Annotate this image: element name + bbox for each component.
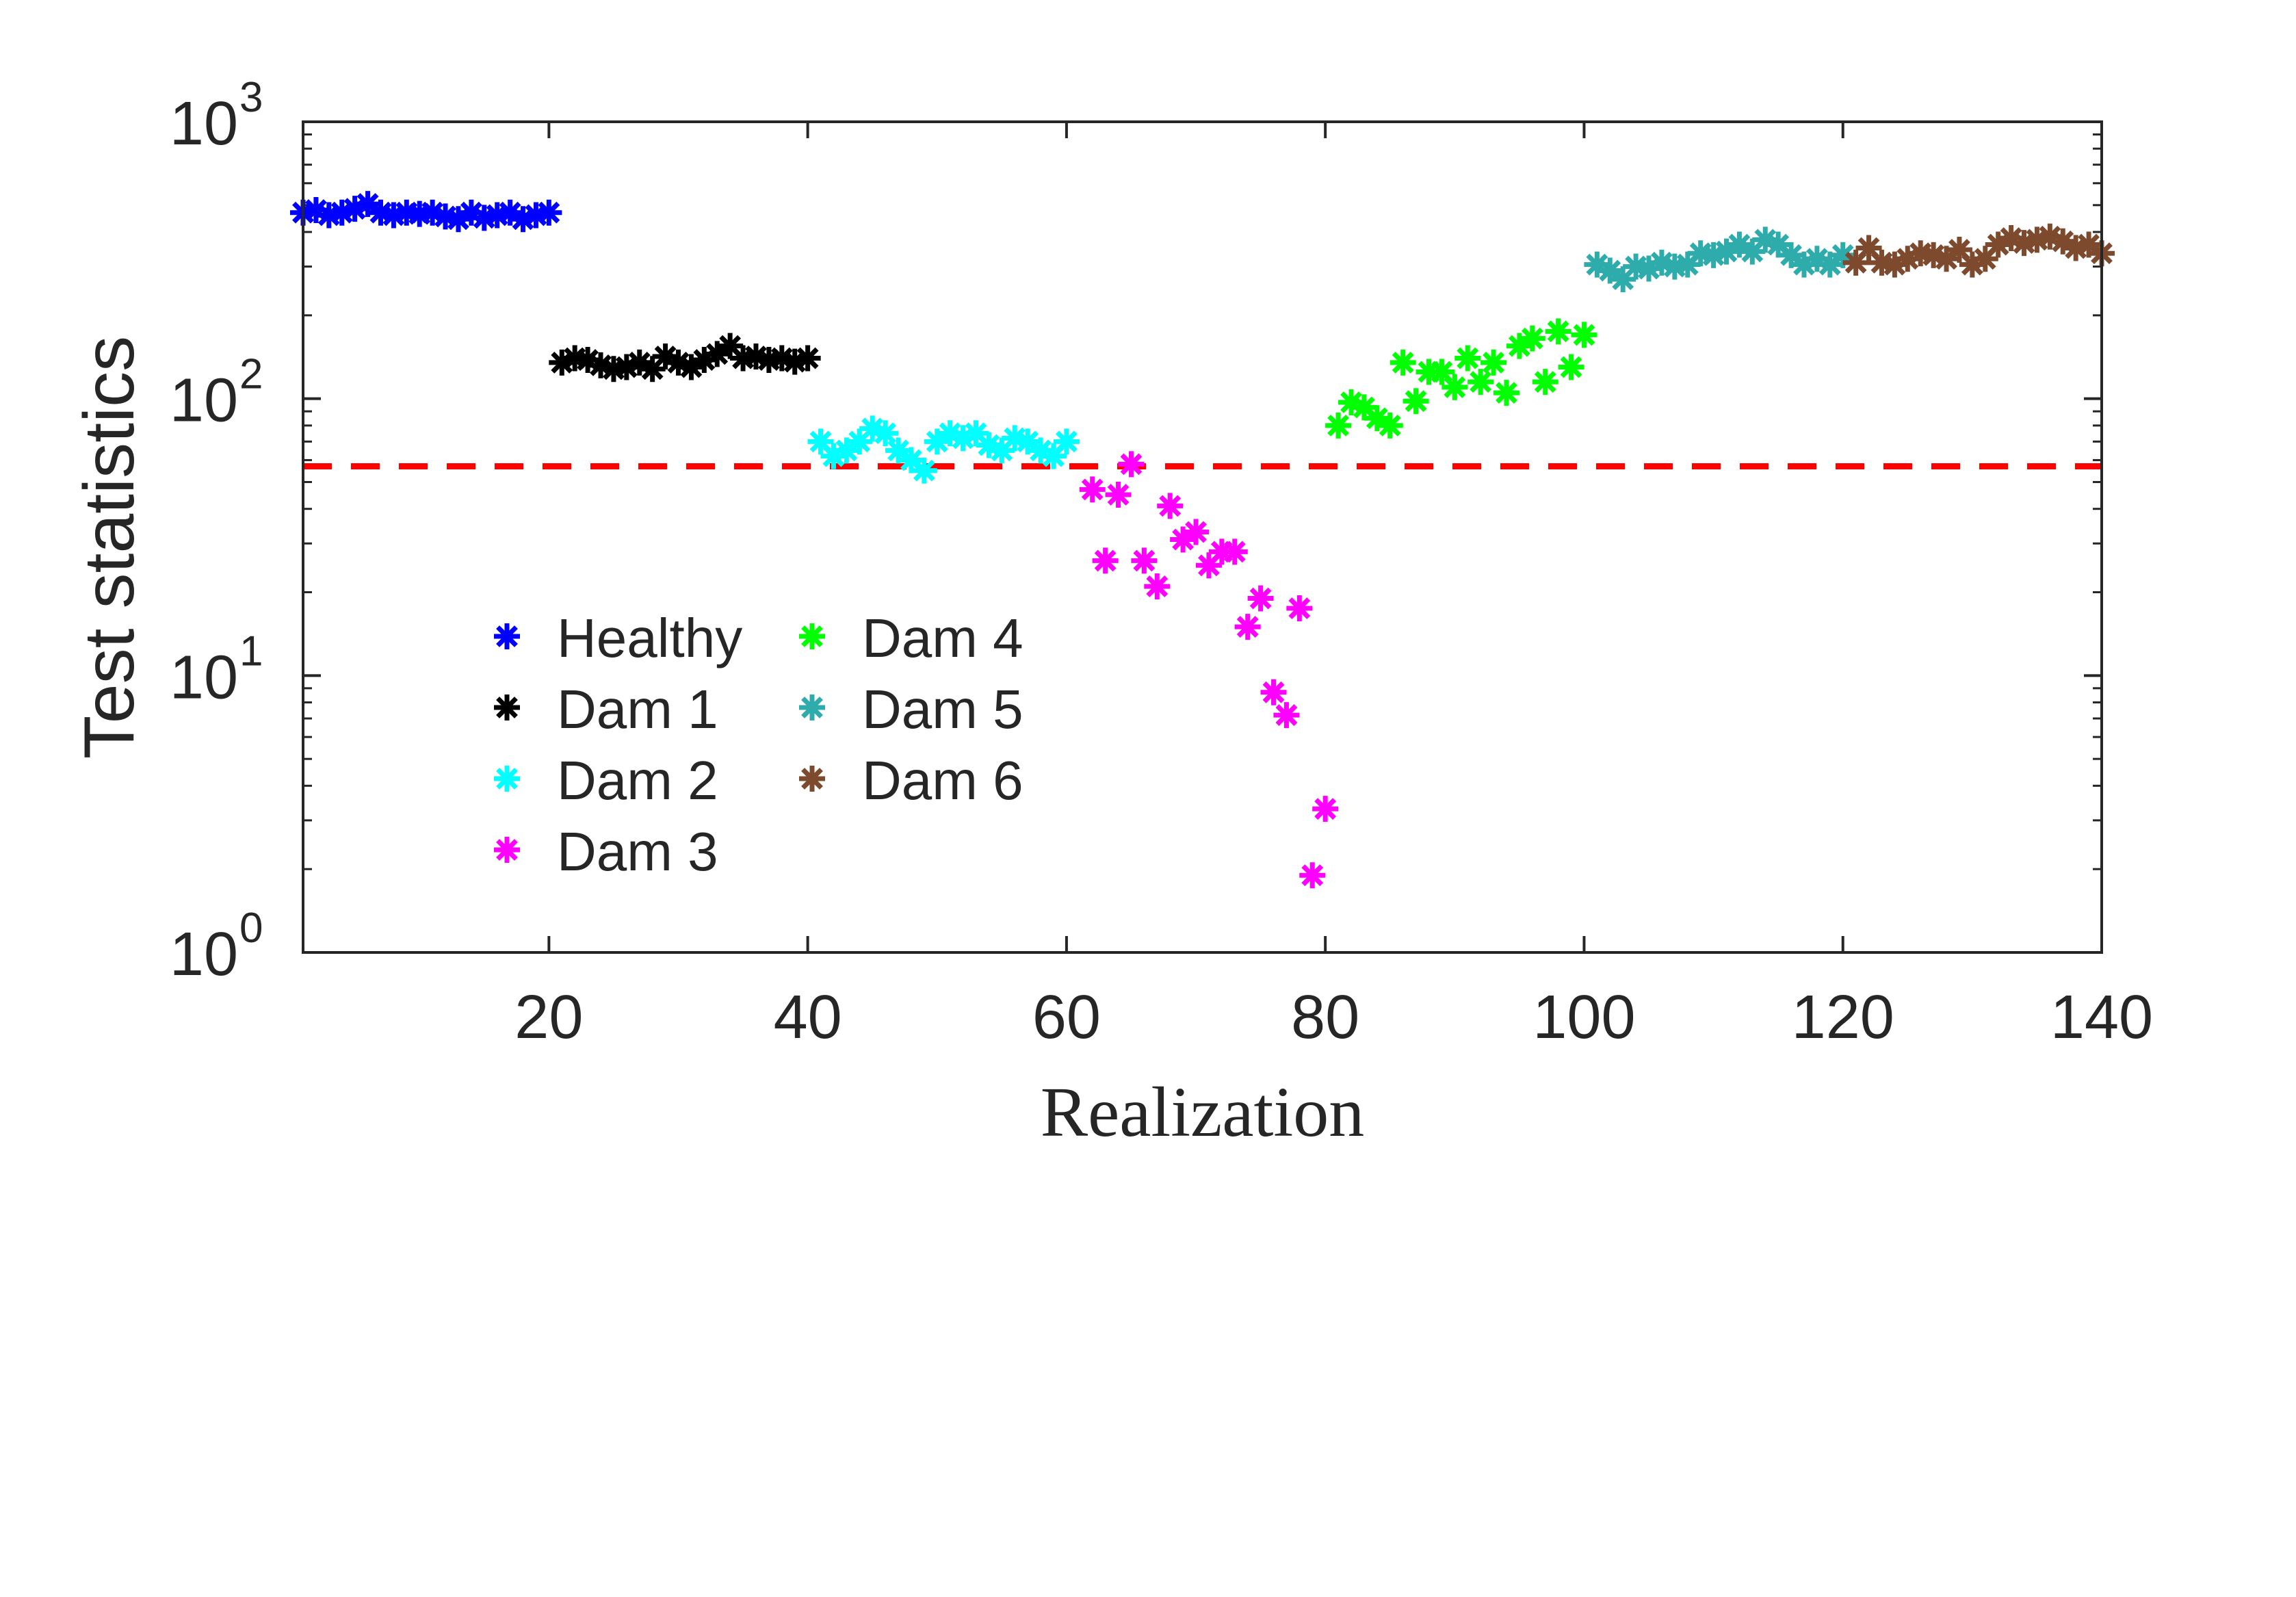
data-point xyxy=(1519,325,1545,352)
legend-marker xyxy=(799,766,825,792)
y-tick-label: 10 0 xyxy=(170,905,263,989)
data-point xyxy=(1312,796,1339,822)
data-point xyxy=(1842,249,1869,276)
x-tick-label: 140 xyxy=(2050,983,2153,1052)
legend: Healthy Dam 1 Dam 2 Dam 3 Dam 4 Dam 5 Dam 6 xyxy=(494,608,1023,882)
legend-label: Dam 3 xyxy=(557,821,718,882)
y-tick-label: 10 2 xyxy=(170,351,263,435)
series-healthy xyxy=(290,191,562,233)
data-point xyxy=(1377,412,1403,439)
data-point xyxy=(1053,428,1080,455)
data-point xyxy=(1079,476,1106,503)
legend-item: Dam 6 xyxy=(799,750,1023,811)
legend-item: Dam 4 xyxy=(799,608,1023,668)
data-point xyxy=(1299,862,1326,889)
data-point xyxy=(1597,257,1623,284)
data-point xyxy=(1273,702,1300,729)
x-tick-label: 100 xyxy=(1532,983,1635,1052)
data-point xyxy=(1480,349,1507,376)
y-tick-label: 10 1 xyxy=(170,627,263,712)
data-point xyxy=(911,457,937,484)
data-point xyxy=(1157,493,1184,519)
data-point xyxy=(1532,369,1558,395)
series-dam-5 xyxy=(1584,226,1856,293)
y-tick-label-base: 10 xyxy=(170,920,238,989)
x-tick-label: 40 xyxy=(774,983,842,1052)
data-point xyxy=(432,203,459,230)
data-point xyxy=(536,199,562,226)
data-point xyxy=(1234,614,1261,640)
data-point xyxy=(1131,547,1158,574)
data-point xyxy=(1118,451,1145,478)
data-point xyxy=(1040,443,1067,469)
data-point xyxy=(1183,519,1210,545)
data-point xyxy=(1247,585,1274,612)
data-point xyxy=(2076,231,2102,258)
data-point xyxy=(1390,349,1416,376)
data-point xyxy=(1778,242,1805,268)
legend-item: Healthy xyxy=(494,608,742,668)
legend-label: Dam 2 xyxy=(557,750,718,811)
legend-item: Dam 3 xyxy=(494,821,718,882)
data-point xyxy=(1558,354,1584,380)
series-dam-1 xyxy=(549,333,821,382)
data-point xyxy=(1441,374,1468,400)
legend-marker xyxy=(494,766,520,792)
legend-label: Healthy xyxy=(557,608,742,668)
legend-marker xyxy=(799,623,825,649)
legend-marker xyxy=(494,837,520,863)
data-point xyxy=(1467,369,1494,395)
data-point xyxy=(1144,573,1171,599)
legend-label: Dam 1 xyxy=(557,679,718,740)
legend-marker xyxy=(494,623,520,649)
plot-frame xyxy=(302,120,2103,954)
series-dam-3 xyxy=(1079,451,1339,889)
data-point xyxy=(1221,538,1248,565)
data-point xyxy=(1493,380,1519,406)
x-tick-label: 80 xyxy=(1291,983,1359,1052)
data-point xyxy=(1325,412,1352,439)
data-point xyxy=(1092,547,1119,574)
y-tick-label-exponent: 3 xyxy=(239,74,263,121)
data-point xyxy=(1105,482,1132,508)
series-dam-2 xyxy=(807,415,1080,484)
data-point xyxy=(872,420,899,447)
y-tick-label-base: 10 xyxy=(170,90,238,158)
legend-marker xyxy=(799,694,825,720)
y-tick-label: 10 3 xyxy=(170,74,263,158)
points-layer xyxy=(290,191,2115,889)
legend-label: Dam 5 xyxy=(862,679,1023,740)
y-tick-label-base: 10 xyxy=(170,643,238,712)
data-point xyxy=(1571,322,1597,348)
legend-label: Dam 4 xyxy=(862,608,1023,668)
x-tick-label: 20 xyxy=(514,983,583,1052)
legend-marker xyxy=(494,694,520,720)
y-tick-label-exponent: 0 xyxy=(239,905,263,952)
series-dam-4 xyxy=(1325,318,1597,439)
y-axis-label: Test statistics xyxy=(70,336,149,759)
data-point xyxy=(1545,318,1571,345)
data-point xyxy=(1403,388,1429,415)
y-tick-label-base: 10 xyxy=(170,367,238,435)
y-tick-label-exponent: 2 xyxy=(239,351,263,398)
legend-item: Dam 5 xyxy=(799,679,1023,740)
series-dam-6 xyxy=(1842,223,2115,278)
data-point xyxy=(794,345,821,372)
data-point xyxy=(1454,345,1481,372)
x-tick-label: 120 xyxy=(1792,983,1894,1052)
y-tick-label-exponent: 1 xyxy=(239,627,263,675)
x-tick-label: 60 xyxy=(1032,983,1101,1052)
x-axis-label: Realization xyxy=(1041,1073,1365,1152)
legend-label: Dam 6 xyxy=(862,750,1023,811)
legend-item: Dam 2 xyxy=(494,750,718,811)
data-point xyxy=(1286,595,1313,621)
data-point xyxy=(1260,679,1287,705)
legend-item: Dam 1 xyxy=(494,679,718,740)
